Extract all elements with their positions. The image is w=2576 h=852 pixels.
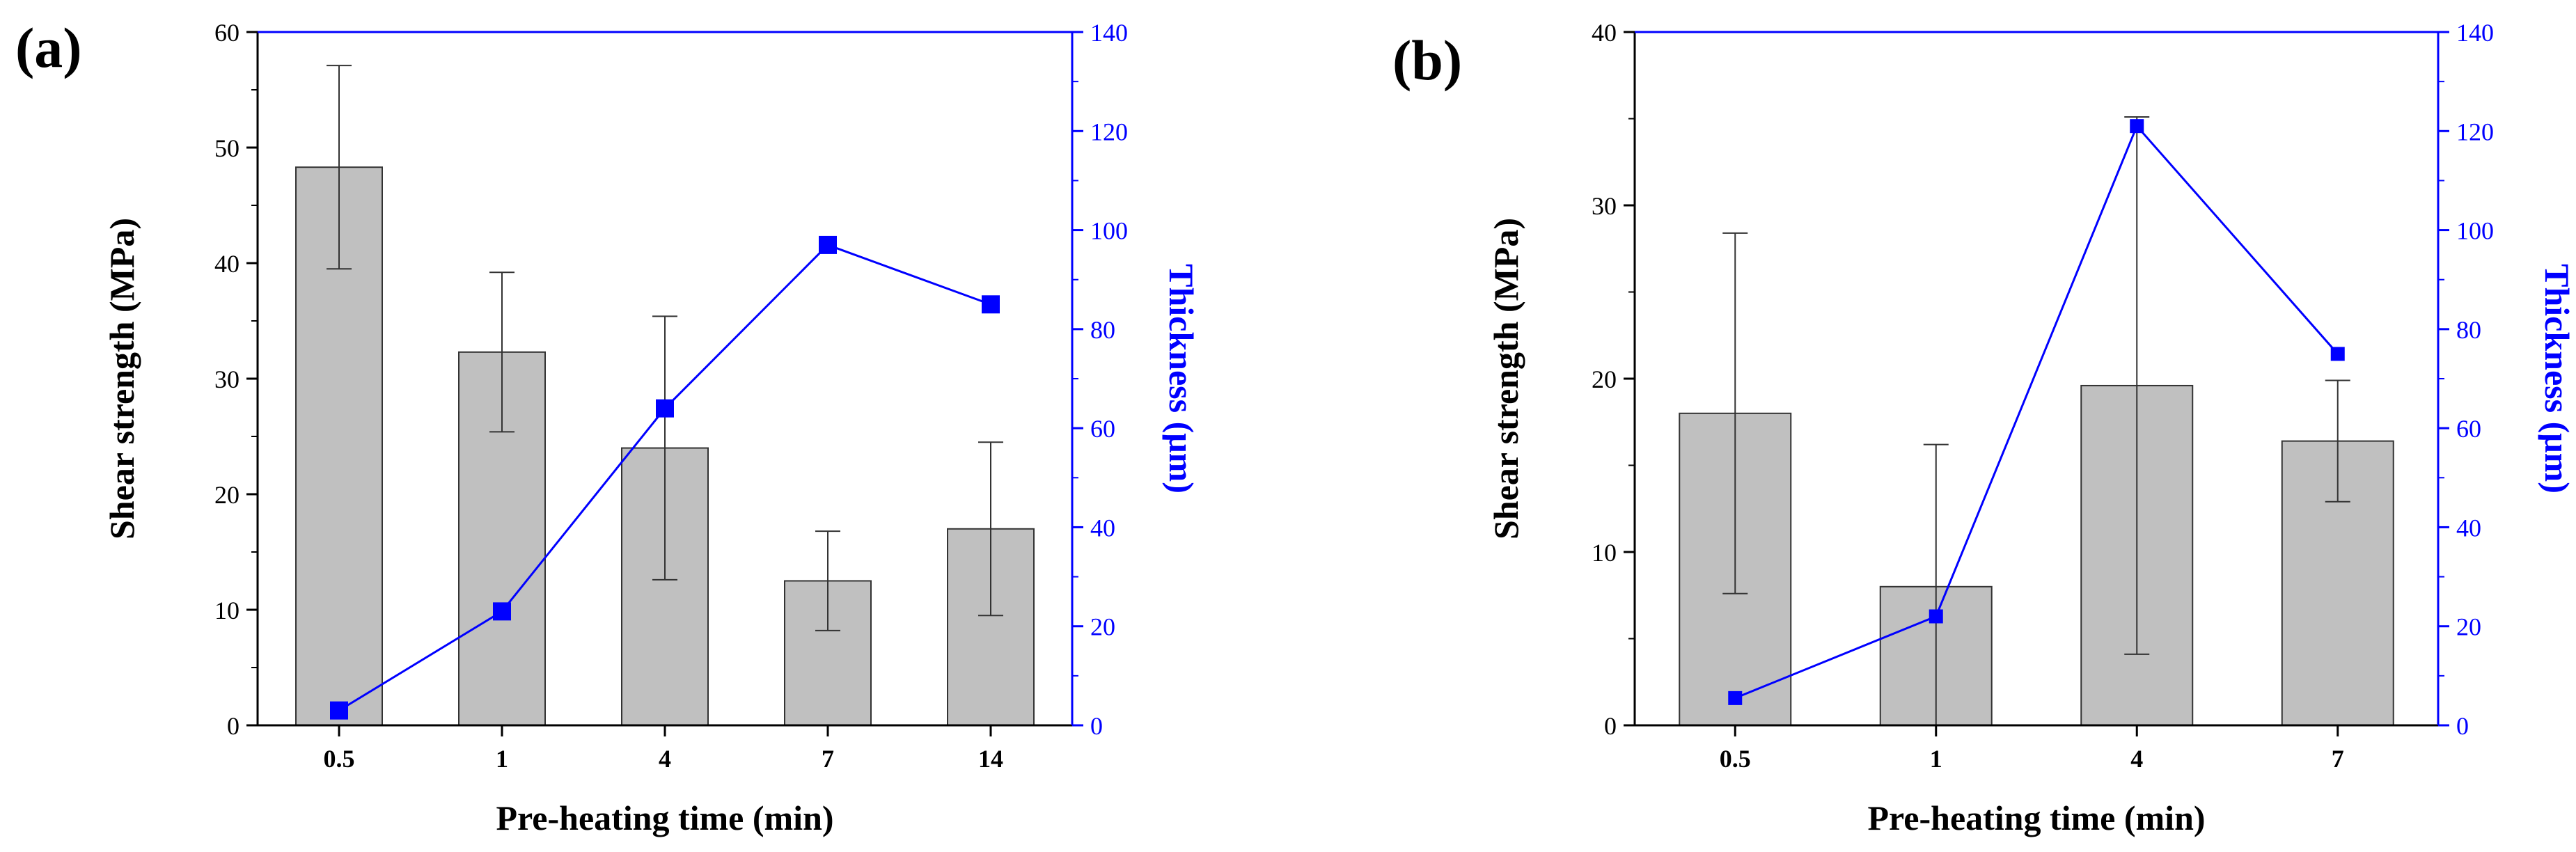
x-tick-label: 0.5 <box>1720 745 1751 773</box>
y-tick-label: 40 <box>1592 19 1617 47</box>
thickness-marker <box>819 235 837 254</box>
y2-tick-label: 60 <box>2456 415 2481 443</box>
panel-label: (a) <box>15 16 82 79</box>
panel-label: (b) <box>1392 29 1462 92</box>
error-bar <box>327 65 352 270</box>
y2-axis-title: Thickness (μm) <box>1162 264 1201 494</box>
y2-tick-label: 100 <box>1090 217 1128 245</box>
y2-tick-label: 120 <box>1090 118 1128 145</box>
y-tick-label: 20 <box>1592 365 1617 393</box>
y-tick-label: 20 <box>214 481 239 509</box>
y2-tick-label: 140 <box>1090 19 1128 47</box>
thickness-marker <box>1929 609 1943 624</box>
y-tick-label: 60 <box>214 19 239 47</box>
y-tick-label: 10 <box>214 597 239 624</box>
y-tick-label: 40 <box>214 250 239 278</box>
y2-tick-label: 140 <box>2456 19 2494 47</box>
x-tick-label: 0.5 <box>324 745 355 773</box>
error-bar <box>2325 379 2350 503</box>
x-tick-label: 7 <box>2332 745 2344 773</box>
x-axis-title: Pre-heating time (min) <box>496 798 833 837</box>
y2-tick-label: 80 <box>2456 316 2481 344</box>
x-tick-label: 1 <box>1930 745 1942 773</box>
thickness-marker <box>2330 347 2345 361</box>
x-tick-label: 4 <box>2130 745 2143 773</box>
thickness-marker <box>330 701 348 720</box>
y2-tick-label: 20 <box>1090 613 1115 641</box>
x-tick-label: 4 <box>659 745 671 773</box>
y-tick-label: 10 <box>1592 539 1617 567</box>
y2-tick-label: 0 <box>1090 712 1103 740</box>
thickness-marker <box>982 295 1000 314</box>
y-axis-title: Shear strength (MPa) <box>102 218 141 539</box>
thickness-marker <box>493 602 511 621</box>
y2-tick-label: 120 <box>2456 118 2494 145</box>
y2-tick-label: 0 <box>2456 712 2469 740</box>
error-bar <box>978 441 1003 617</box>
x-axis-title: Pre-heating time (min) <box>1867 798 2205 837</box>
y-tick-label: 0 <box>227 712 239 740</box>
y-tick-label: 30 <box>1592 192 1617 220</box>
x-tick-label: 14 <box>978 745 1003 773</box>
thickness-marker <box>1728 691 1743 705</box>
chart-panel-2: (b) 0 10 20 30 40 0 20 40 60 80 100 120 140 0.5 1 4 7 Pre-… <box>1392 19 2576 837</box>
y2-tick-label: 40 <box>2456 514 2481 542</box>
y-tick-label: 30 <box>214 365 239 393</box>
y2-tick-label: 40 <box>1090 514 1115 542</box>
thickness-line <box>1734 124 2339 700</box>
y2-tick-label: 80 <box>1090 316 1115 344</box>
y2-axis-title: Thickness (μm) <box>2538 264 2576 494</box>
x-tick-label: 7 <box>822 745 834 773</box>
y2-tick-label: 20 <box>2456 613 2481 641</box>
error-bar <box>1722 232 1748 594</box>
y2-tick-label: 60 <box>1090 415 1115 443</box>
y-axis-title: Shear strength (MPa) <box>1486 218 1525 539</box>
error-bar <box>2124 116 2150 655</box>
thickness-marker <box>2130 119 2144 134</box>
y-tick-label: 0 <box>1604 712 1617 740</box>
error-bar <box>815 530 840 631</box>
error-bar <box>489 271 515 433</box>
x-tick-label: 1 <box>496 745 508 773</box>
error-bar <box>652 315 677 581</box>
y-tick-label: 50 <box>214 134 239 162</box>
thickness-marker <box>656 399 674 418</box>
y2-tick-label: 100 <box>2456 217 2494 245</box>
